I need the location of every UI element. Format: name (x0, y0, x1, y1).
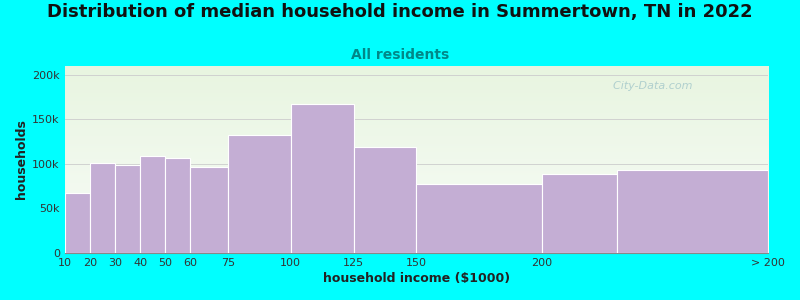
Bar (140, 156, 165, 253)
Bar (190, 167, 228, 253)
Bar (115, 165, 140, 253)
Text: All residents: All residents (351, 48, 449, 62)
Text: City-Data.com: City-Data.com (606, 81, 693, 91)
Bar (542, 174, 618, 253)
Bar (90, 163, 115, 253)
Bar (416, 184, 542, 253)
Bar (65, 193, 90, 253)
Bar (618, 170, 768, 253)
Bar (354, 147, 416, 253)
Y-axis label: households: households (15, 119, 28, 200)
Bar (165, 158, 190, 253)
X-axis label: household income ($1000): household income ($1000) (322, 272, 510, 285)
Bar (290, 104, 354, 253)
Text: Distribution of median household income in Summertown, TN in 2022: Distribution of median household income … (47, 3, 753, 21)
Bar (228, 135, 290, 253)
